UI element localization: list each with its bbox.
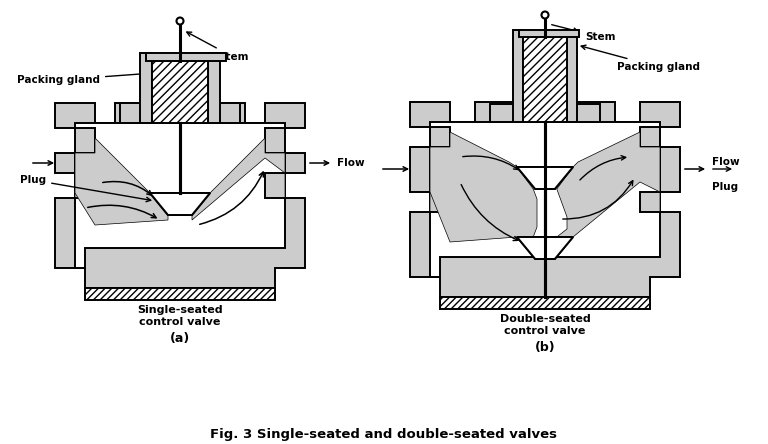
Text: Plug: Plug — [20, 175, 151, 202]
Polygon shape — [490, 104, 600, 122]
Text: Double-seated: Double-seated — [500, 314, 591, 324]
Polygon shape — [75, 158, 285, 248]
Text: Packing gland: Packing gland — [581, 45, 700, 72]
Text: Flow: Flow — [337, 158, 365, 168]
Polygon shape — [513, 30, 523, 122]
Polygon shape — [192, 138, 285, 220]
Polygon shape — [517, 237, 573, 259]
Text: Packing gland: Packing gland — [17, 71, 150, 85]
Text: Flow: Flow — [712, 157, 740, 167]
Polygon shape — [430, 122, 660, 277]
Polygon shape — [55, 103, 305, 288]
Polygon shape — [85, 288, 275, 300]
Polygon shape — [517, 167, 573, 189]
Polygon shape — [567, 30, 577, 122]
Polygon shape — [557, 132, 660, 237]
Polygon shape — [410, 102, 680, 297]
Polygon shape — [120, 103, 240, 123]
Polygon shape — [140, 53, 152, 123]
Circle shape — [541, 12, 548, 19]
Text: Fig. 3 Single-seated and double-seated valves: Fig. 3 Single-seated and double-seated v… — [210, 428, 558, 440]
Polygon shape — [150, 193, 210, 215]
Polygon shape — [519, 30, 579, 37]
Polygon shape — [440, 297, 650, 309]
Text: Plug: Plug — [712, 182, 738, 192]
Polygon shape — [146, 53, 226, 61]
Polygon shape — [75, 123, 285, 268]
Polygon shape — [152, 61, 208, 123]
Polygon shape — [75, 138, 168, 225]
Polygon shape — [517, 237, 573, 259]
Text: control valve: control valve — [139, 317, 220, 327]
Text: (b): (b) — [535, 341, 555, 354]
Circle shape — [177, 17, 184, 24]
Text: Single-seated: Single-seated — [137, 305, 223, 315]
Polygon shape — [430, 132, 537, 242]
Text: control valve: control valve — [505, 326, 586, 336]
Polygon shape — [523, 37, 567, 122]
Polygon shape — [208, 53, 220, 123]
Text: Stem: Stem — [187, 32, 249, 62]
Polygon shape — [430, 182, 660, 259]
Text: (a): (a) — [170, 332, 190, 345]
Polygon shape — [517, 167, 573, 189]
Polygon shape — [150, 193, 210, 215]
Text: Stem: Stem — [551, 25, 615, 42]
